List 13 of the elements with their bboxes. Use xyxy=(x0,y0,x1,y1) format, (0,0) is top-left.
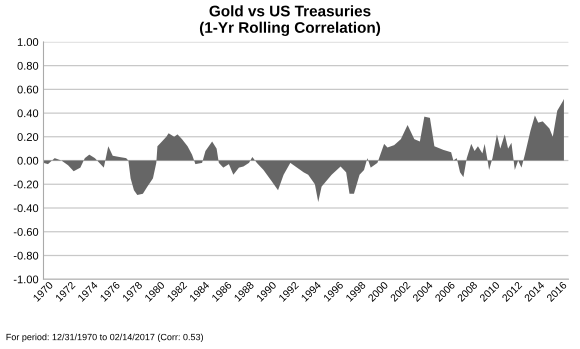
y-tick-label: -0.80 xyxy=(14,252,38,260)
y-tick-label: 0.40 xyxy=(17,109,38,118)
text: For period: 12/31/1970 to 02/14/2017 (Corr: 0.53) xyxy=(6,334,203,342)
y-tick-label: 0.20 xyxy=(17,133,38,141)
y-tick-label: -0.60 xyxy=(14,228,38,236)
y-tick-label: -0.40 xyxy=(14,204,38,212)
y-tick-label: -0.20 xyxy=(14,180,38,188)
chart-title: Gold vs US Treasuries (1-Yr Rolling Correlation) xyxy=(200,5,380,36)
y-tick-label: -1.00 xyxy=(14,275,38,284)
y-tick-label: 0.60 xyxy=(17,86,38,94)
y-tick-label: 0.80 xyxy=(17,62,38,70)
y-tick-label: 0.00 xyxy=(17,156,38,165)
y-tick-label: 1.00 xyxy=(18,38,38,46)
